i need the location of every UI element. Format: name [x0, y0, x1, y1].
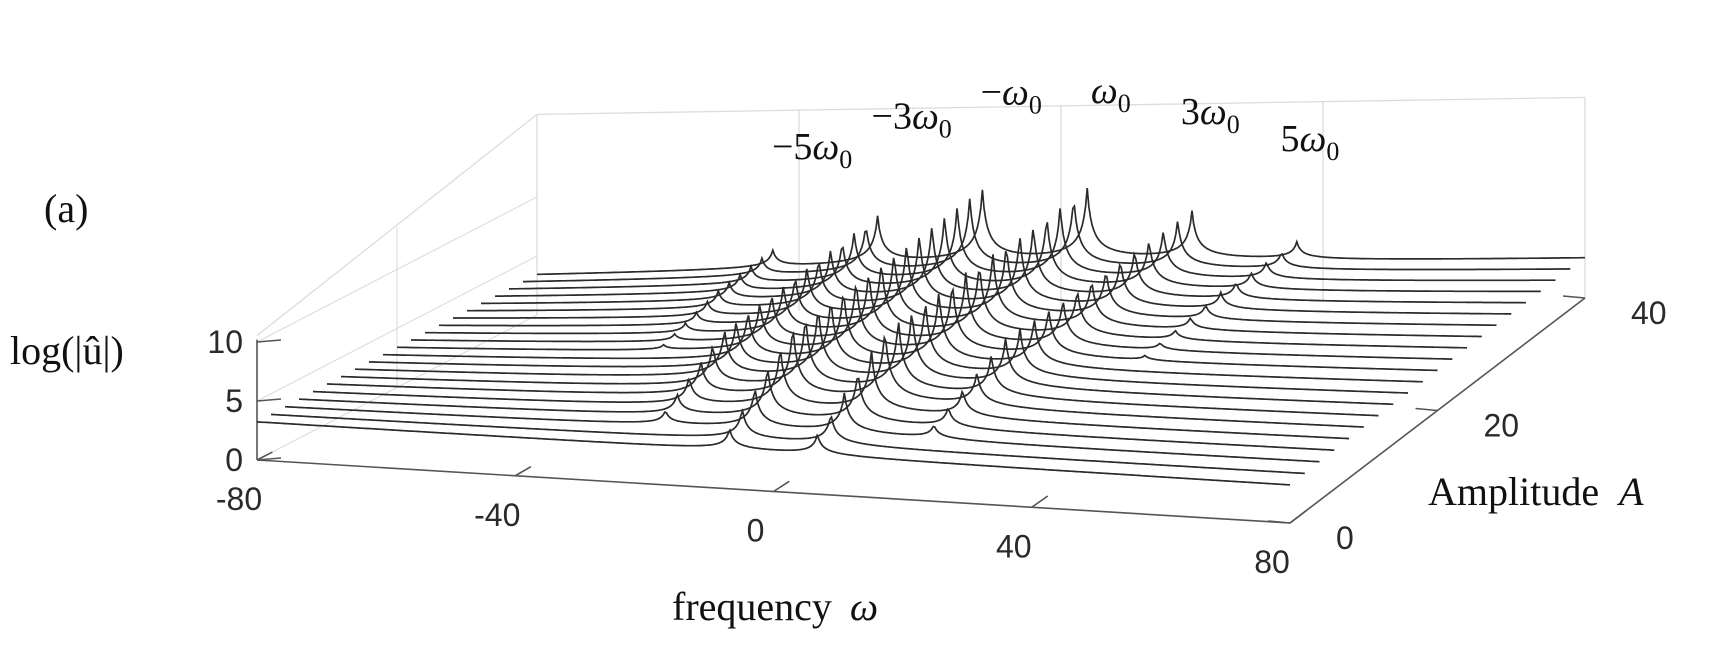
y-axis-label-text: Amplitude	[1428, 469, 1599, 514]
x-tick-label: -80	[216, 481, 262, 517]
peak-label-symbol: ω	[912, 96, 939, 138]
y-axis-label-symbol: A	[1616, 469, 1644, 514]
spectrum-trace	[270, 407, 1305, 475]
spectrum-trace	[439, 254, 1482, 338]
peak-label: −5ω0	[772, 126, 852, 174]
traces-layer	[256, 188, 1585, 486]
spectrum-trace	[284, 390, 1320, 463]
x-tick-label: 40	[996, 528, 1032, 564]
x-tick-label: 80	[1254, 544, 1290, 580]
spectrum-trace	[509, 208, 1556, 290]
spectrum-trace	[467, 237, 1512, 315]
peak-label-subscript: 0	[939, 115, 952, 144]
y-tick-label: 0	[1336, 520, 1354, 556]
spectrum-trace	[341, 322, 1379, 417]
x-tick-label: -40	[474, 497, 520, 533]
x-tick-mark	[773, 480, 790, 493]
peak-label: −3ω0	[872, 96, 952, 144]
z-tick-label: 10	[207, 324, 243, 360]
peak-label: 5ω0	[1280, 118, 1339, 166]
y-tick-mark	[1562, 295, 1586, 299]
z-tick-mark	[256, 339, 282, 343]
y-tick-label: 40	[1631, 295, 1667, 331]
y-tick-mark	[1415, 407, 1438, 412]
peak-label-subscript: 0	[1029, 91, 1042, 120]
axes-layer: -80 -40 0 40 80 0 20 40 0 5 10	[207, 295, 1666, 580]
peak-label-symbol: ω	[1091, 70, 1118, 112]
peak-label-symbol: ω	[812, 126, 839, 168]
peak-label-subscript: 0	[839, 145, 852, 174]
peak-label-prefix: −	[981, 72, 1002, 114]
x-tick-mark	[1289, 509, 1307, 524]
spectrum-trace	[256, 421, 1291, 486]
spectrum-trace	[453, 247, 1497, 327]
z-tick-label: 5	[225, 383, 243, 419]
spectrum-trace	[383, 293, 1423, 383]
spectrum-trace	[327, 330, 1364, 428]
peak-label-prefix: −3	[872, 96, 912, 138]
x-axis-label-text: frequency	[672, 584, 832, 629]
z-axis-label: log(|û|)	[10, 328, 124, 373]
x-axis-label-symbol: ω	[850, 584, 878, 629]
spectrum-trace	[494, 218, 1541, 298]
x-tick-mark	[514, 465, 532, 477]
peak-label: ω0	[1091, 70, 1131, 118]
y-axis-label: Amplitude A	[1428, 469, 1644, 514]
peak-label-subscript: 0	[1227, 110, 1240, 139]
panel-label: (a)	[44, 186, 88, 231]
grid-layer	[256, 96, 1586, 461]
y-tick-label: 20	[1484, 408, 1520, 444]
spectrum-trace	[481, 228, 1526, 305]
z-tick-mark	[256, 457, 282, 461]
spectrum-trace	[298, 371, 1335, 452]
x-tick-mark	[1031, 495, 1049, 508]
peak-label-symbol: ω	[1002, 72, 1029, 114]
peak-label: −ω0	[981, 72, 1042, 120]
peak-label-symbol: ω	[1299, 118, 1326, 160]
peak-label-subscript: 0	[1326, 137, 1339, 166]
x-tick-mark	[256, 451, 273, 461]
y-tick-mark	[1267, 520, 1291, 524]
grid-left-wall-top	[256, 113, 538, 337]
spectrum-trace	[312, 350, 1350, 440]
peak-label-prefix: −5	[772, 126, 812, 168]
z-tick-label: 0	[225, 442, 243, 478]
peak-label-prefix: 5	[1280, 118, 1299, 160]
peak-label-subscript: 0	[1118, 89, 1131, 118]
z-tick-mark	[256, 398, 282, 402]
spectrum-trace	[397, 284, 1438, 372]
peak-label-symbol: ω	[1200, 91, 1227, 133]
x-axis-label: frequency ω	[672, 584, 878, 629]
spectrum-trace	[523, 198, 1571, 283]
labels-layer: −5ω0−3ω0−ω0 ω0 3ω0 5ω0	[772, 70, 1339, 174]
peak-label-prefix: 3	[1181, 91, 1200, 133]
peak-label: 3ω0	[1181, 91, 1240, 139]
x-tick-label: 0	[747, 513, 765, 549]
